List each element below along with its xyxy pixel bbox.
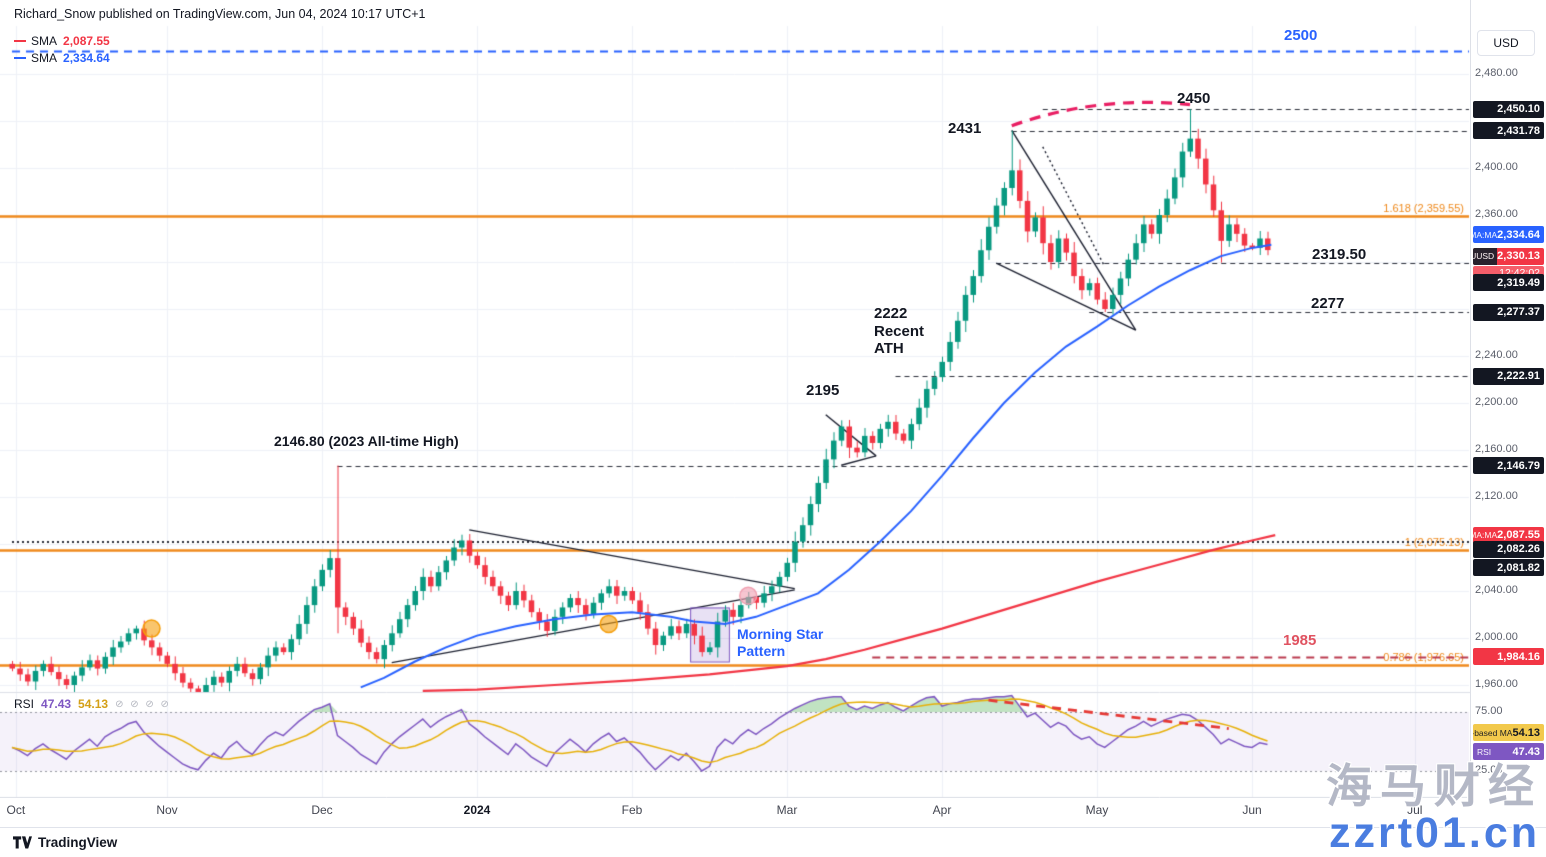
anno-2023-ath: 2146.80 (2023 All-time High)	[274, 433, 459, 449]
time-axis-label[interactable]: May	[1085, 803, 1109, 817]
price-axis-tick: 2,400.00	[1475, 161, 1518, 173]
rsi-axis-tick: 25.00	[1475, 764, 1503, 776]
price-axis-tick: 2,000.00	[1475, 631, 1518, 643]
rsi-label: RSI	[14, 697, 35, 711]
sma-slow-badge: SMA:MA2,087.55	[1473, 526, 1544, 544]
anno-recent-ath: 2222 Recent ATH	[874, 305, 925, 358]
watermark-url: zzrt01.cn	[1328, 809, 1540, 857]
level-badge-2222: 2,222.91	[1473, 367, 1544, 385]
price-axis-tick: 2,240.00	[1475, 349, 1518, 361]
watermark-cjk: 海马财经	[1326, 760, 1542, 812]
tradingview-logo-icon[interactable]	[13, 835, 32, 850]
alert-badge-1984: 1,984.16	[1473, 648, 1544, 666]
time-axis-label[interactable]: Jun	[1242, 803, 1262, 817]
sma-label: SMA	[31, 50, 58, 65]
level-badge-2277: 2,277.37	[1473, 303, 1544, 321]
anno-2500: 2500	[1284, 27, 1318, 44]
sma-label: SMA	[31, 33, 58, 48]
time-axis-label[interactable]: Nov	[156, 803, 178, 817]
rsi-badge: RSI 47.43	[1473, 743, 1544, 761]
anno-2319-50: 2319.50	[1312, 246, 1367, 263]
price-axis[interactable]: USD 2,480.00 2,400.00 2,360.00 2,240.00 2,20…	[1470, 0, 1546, 827]
legend-sma-slow[interactable]: SMA 2,087.55	[14, 32, 110, 49]
price-axis-tick: 2,160.00	[1475, 443, 1518, 455]
time-axis-label[interactable]: Jul	[1407, 803, 1423, 817]
last-price-badge: XAUUSD2,330.13	[1473, 247, 1544, 265]
indicator-legend: SMA 2,087.55 SMA 2,334.64	[14, 32, 110, 66]
rsi-legend[interactable]: RSI 47.43 54.13 ⊘ ⊘ ⊘ ⊘	[14, 697, 178, 711]
sma-slow-value: 2,087.55	[63, 33, 110, 48]
anno-2277: 2277	[1311, 295, 1345, 312]
price-axis-tick: 1,960.00	[1475, 678, 1518, 690]
anno-2431: 2431	[948, 120, 982, 137]
anno-2450: 2450	[1177, 90, 1211, 107]
sma-fast-badge: SMA:MA2,334.64	[1473, 226, 1544, 244]
time-axis-label[interactable]: Dec	[311, 803, 333, 817]
price-axis-tick: 2,480.00	[1475, 67, 1518, 79]
price-axis-tick: 2,200.00	[1475, 396, 1518, 408]
rsi-ma-value: 54.13	[78, 697, 109, 711]
time-axis-label[interactable]: 2024	[463, 803, 491, 817]
footer-bar: TradingView	[0, 827, 1546, 857]
tradingview-brand[interactable]: TradingView	[38, 835, 118, 850]
rsi-settings-icons[interactable]: ⊘ ⊘ ⊘ ⊘	[115, 698, 171, 710]
sma-slow-line-icon	[14, 39, 26, 42]
legend-sma-fast[interactable]: SMA 2,334.64	[14, 49, 110, 66]
price-axis-tick: 2,040.00	[1475, 584, 1518, 596]
price-axis-tick: 2,120.00	[1475, 490, 1518, 502]
level-badge-2319: 2,319.49	[1473, 274, 1544, 292]
time-axis-label[interactable]: Mar	[776, 803, 798, 817]
level-badge-2146: 2,146.79	[1473, 457, 1544, 475]
time-axis-label[interactable]: Apr	[932, 803, 952, 817]
rsi-axis-tick: 75.00	[1475, 705, 1503, 717]
rsi-value: 47.43	[41, 697, 72, 711]
time-axis[interactable]: Oct Nov Dec 2024 Feb Mar Apr May Jun Jul	[0, 798, 1546, 827]
level-badge-2450: 2,450.10	[1473, 100, 1544, 118]
publish-info: Richard_Snow published on TradingView.co…	[14, 7, 426, 21]
time-axis-label[interactable]: Feb	[621, 803, 643, 817]
sma-fast-line-icon	[14, 56, 26, 59]
price-axis-tick: 2,360.00	[1475, 208, 1518, 220]
level-badge-2082: 2,082.26	[1473, 540, 1544, 558]
level-badge-2431: 2,431.78	[1473, 122, 1544, 140]
level-badge-2081: 2,081.82	[1473, 559, 1544, 577]
anno-morning-star: Morning Star Pattern	[737, 626, 824, 659]
currency-button[interactable]: USD	[1477, 30, 1535, 56]
time-axis-label[interactable]: Oct	[6, 803, 26, 817]
anno-2195: 2195	[806, 382, 840, 399]
sma-fast-value: 2,334.64	[63, 50, 110, 65]
anno-1985: 1985	[1283, 632, 1317, 649]
